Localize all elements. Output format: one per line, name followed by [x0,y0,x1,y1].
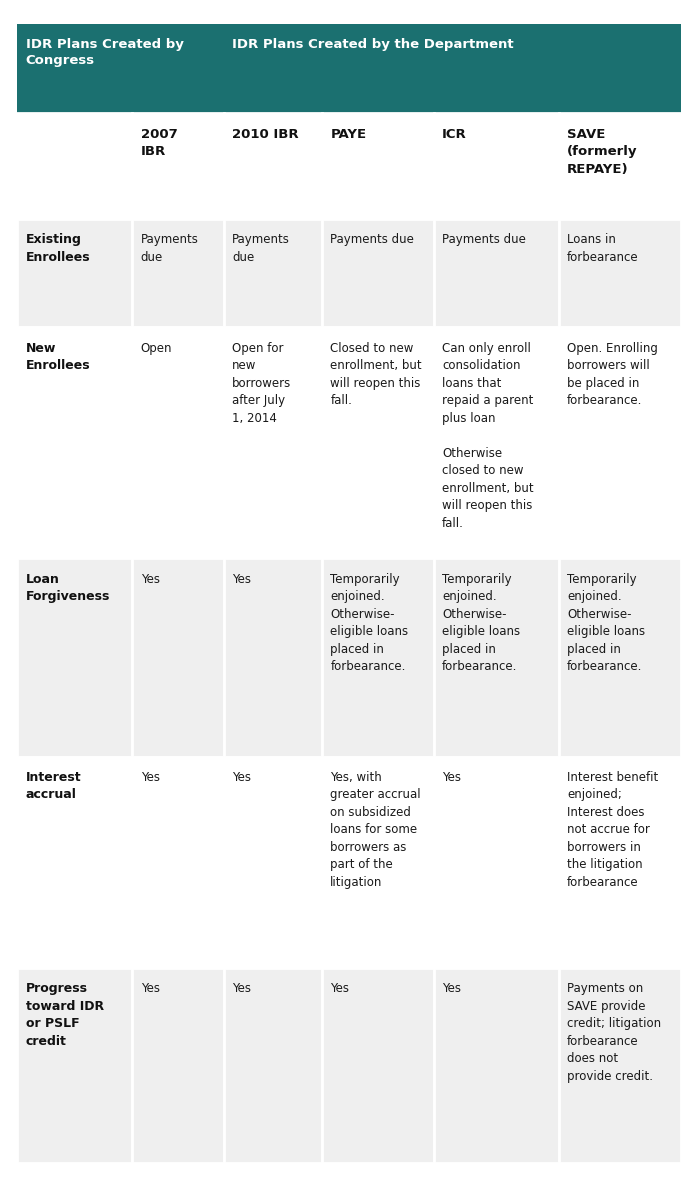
Text: Interest
accrual: Interest accrual [26,771,82,801]
Bar [224,218,322,327]
Text: SAVE
(formerly
REPAYE): SAVE (formerly REPAYE) [567,128,638,176]
Bar [133,757,224,968]
Text: Payments on
SAVE provide
credit; litigation
forbearance
does not
provide credit.: Payments on SAVE provide credit; litigat… [567,983,661,1083]
Bar [133,968,224,1163]
Text: Loan
Forgiveness: Loan Forgiveness [26,573,110,603]
Text: Yes: Yes [141,983,160,996]
Text: Temporarily
enjoined.
Otherwise-
eligible loans
placed in
forbearance.: Temporarily enjoined. Otherwise- eligibl… [330,573,408,673]
Text: Yes: Yes [232,573,251,586]
Text: Yes: Yes [442,983,461,996]
Bar [17,559,133,757]
Bar [559,113,681,218]
Text: Open. Enrolling
borrowers will
be placed in
forbearance.: Open. Enrolling borrowers will be placed… [567,341,658,407]
Bar [17,113,133,218]
Text: Yes: Yes [330,983,349,996]
Text: Yes, with
greater accrual
on subsidized
loans for some
borrowers as
part of the
: Yes, with greater accrual on subsidized … [330,771,421,889]
Text: Payments
due: Payments due [232,233,290,263]
Bar [224,327,322,559]
Text: Open for
new
borrowers
after July
1, 2014: Open for new borrowers after July 1, 201… [232,341,292,424]
Bar [433,757,559,968]
Text: IDR Plans Created by the Department: IDR Plans Created by the Department [232,38,514,51]
Bar [433,327,559,559]
Bar [433,968,559,1163]
Text: Can only enroll
consolidation
loans that
repaid a parent
plus loan

Otherwise
cl: Can only enroll consolidation loans that… [442,341,533,529]
Text: Loans in
forbearance: Loans in forbearance [567,233,639,263]
Bar [433,218,559,327]
Bar [133,327,224,559]
Text: Temporarily
enjoined.
Otherwise-
eligible loans
placed in
forbearance.: Temporarily enjoined. Otherwise- eligibl… [442,573,520,673]
Text: Yes: Yes [442,771,461,784]
Bar [224,757,322,968]
Bar [322,757,433,968]
Bar [322,559,433,757]
Bar [224,113,322,218]
Text: Yes: Yes [232,983,251,996]
Text: 2007
IBR: 2007 IBR [141,128,177,158]
Bar [559,327,681,559]
Bar [559,757,681,968]
Bar [322,327,433,559]
Text: ICR: ICR [442,128,467,141]
Text: Progress
toward IDR
or PSLF
credit: Progress toward IDR or PSLF credit [26,983,104,1048]
Text: Yes: Yes [141,771,160,784]
Text: Closed to new
enrollment, but
will reopen this
fall.: Closed to new enrollment, but will reope… [330,341,422,407]
Bar [559,968,681,1163]
Bar [17,218,133,327]
Bar [133,559,224,757]
Bar [133,113,224,218]
Bar [433,113,559,218]
Bar [17,968,133,1163]
Bar [224,559,322,757]
Text: IDR Plans Created by
Congress: IDR Plans Created by Congress [26,38,184,67]
Bar [322,218,433,327]
Bar [224,968,322,1163]
Text: Payments due: Payments due [442,233,526,247]
Text: Yes: Yes [141,573,160,586]
Bar [322,113,433,218]
Text: New
Enrollees: New Enrollees [26,341,91,372]
Bar [322,968,433,1163]
Text: Payments
due: Payments due [141,233,199,263]
Text: Payments due: Payments due [330,233,414,247]
Bar [17,327,133,559]
Bar [559,559,681,757]
Text: Yes: Yes [232,771,251,784]
Text: PAYE: PAYE [330,128,366,141]
Bar [133,218,224,327]
Text: Existing
Enrollees: Existing Enrollees [26,233,91,263]
Text: Temporarily
enjoined.
Otherwise-
eligible loans
placed in
forbearance.: Temporarily enjoined. Otherwise- eligibl… [567,573,645,673]
Text: 2010 IBR: 2010 IBR [232,128,299,141]
Text: Interest benefit
enjoined;
Interest does
not accrue for
borrowers in
the litigat: Interest benefit enjoined; Interest does… [567,771,658,889]
Bar [17,24,681,113]
Bar [559,218,681,327]
Text: Open: Open [141,341,172,354]
Bar [17,757,133,968]
Bar [433,559,559,757]
